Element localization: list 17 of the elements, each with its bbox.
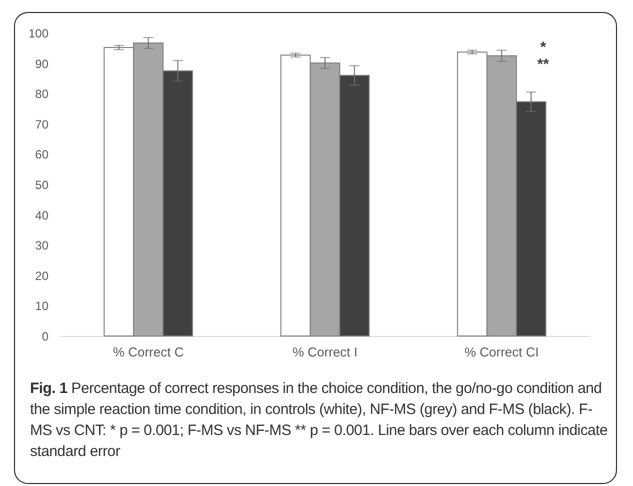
y-tick-label: 70 (35, 117, 49, 132)
annotation: * (540, 39, 546, 56)
x-tick-label: % Correct C (112, 344, 184, 360)
x-tick-label: % Correct CI (464, 344, 539, 360)
y-tick-label: 50 (35, 178, 49, 192)
y-tick-label: 0 (42, 330, 49, 344)
y-tick-label: 60 (35, 148, 49, 162)
y-tick-label: 20 (35, 268, 49, 283)
y-tick-label: 100 (28, 26, 49, 40)
caption: Fig. 1 Percentage of correct responses in the choice condition, the go/no-go condition and the simple reaction time condition, in controls (white), NF-MS (grey) and F-MS (black). F-MS vs CNT: * p = 0.001; F-MS vs NF-MS ** p = 0.001. Line bars over each column indicate standard error (30, 379, 608, 462)
y-tick-label: 80 (35, 87, 49, 102)
y-tick-label: 10 (35, 299, 49, 314)
y-tick-label: 90 (35, 56, 49, 71)
x-tick-label: % Correct I (292, 344, 358, 360)
annotation: ** (537, 56, 550, 74)
y-tick-label: 30 (35, 238, 49, 253)
y-tick-label: 40 (35, 208, 49, 222)
